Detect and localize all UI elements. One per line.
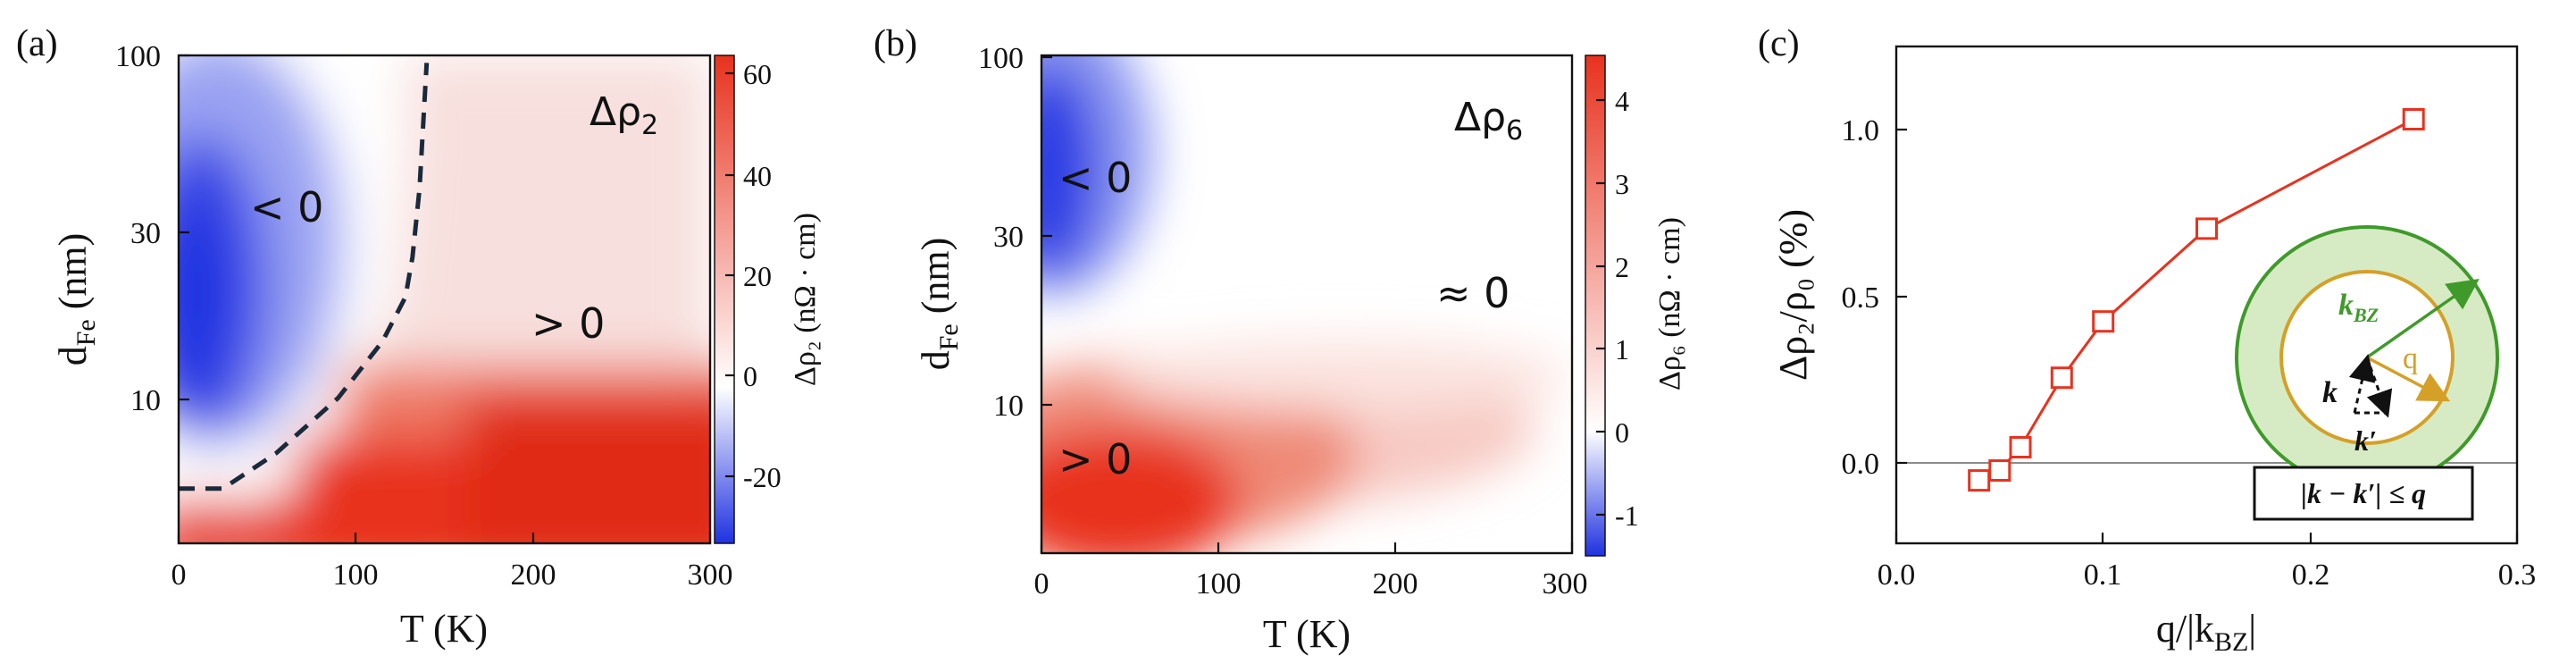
data-point-marker [1988, 459, 2011, 482]
x-tick-label: 300 [688, 559, 733, 592]
x-axis-c: 0.0 0.1 0.2 0.3 q/|kBZ| [1878, 533, 2537, 657]
colorbar-tick-label: 4 [1615, 85, 1629, 117]
y-tick-label: 0.0 [1842, 448, 1880, 481]
condition-box [2253, 466, 2474, 521]
kbz-arrow [2365, 278, 2480, 359]
panel-b: (b) < 0 ≈ 0 > 0 Δρ6 0 100 2 0 [874, 23, 1686, 656]
inset-schematic: kBZ q k k′ |k − k′| ≤ q [2235, 225, 2499, 521]
x-axis-b: 0 100 200 300 T (K) [1034, 542, 1588, 656]
y-tick-label: 0.5 [1842, 281, 1880, 315]
y-axis-a: 10 30 100 dFe (nm) [51, 40, 189, 417]
colorbar-tick-label: 0 [1615, 416, 1629, 449]
annotation-negative-a: < 0 [250, 183, 323, 231]
colorbar-tick-label: 0 [743, 360, 757, 392]
y-axis-title-c: Δρ₂/ρ₀ (%) [1771, 209, 1815, 381]
x-tick-label: 0.0 [1878, 559, 1916, 592]
x-axis-title-b: T (K) [1263, 612, 1351, 656]
x-tick-label: 0.1 [2084, 559, 2122, 592]
plot-frame-a [177, 54, 712, 545]
x-tick-label: 200 [511, 559, 556, 592]
panel-a-label: (a) [16, 23, 58, 64]
kbz-label: kBZ [2338, 289, 2379, 326]
panel-c-label: (c) [1758, 23, 1800, 64]
y-tick-label: 10 [130, 384, 161, 417]
y-axis-b: 10 30 100 dFe (nm) [914, 42, 1052, 423]
y-axis-c: 0.0 0.5 1.0 Δρ₂/ρ₀ (%) [1771, 114, 1907, 481]
data-point-marker [2050, 366, 2073, 390]
y-axis-title-b: dFe (nm) [914, 238, 964, 371]
colorbar-tick-label: 40 [743, 160, 772, 192]
x-tick-label: 0 [171, 559, 187, 592]
data-point-marker [1968, 469, 1991, 492]
x-tick-label: 200 [1373, 567, 1418, 601]
panel-c: (c) kBZ q k k′ |k − k′| ≤ q [1758, 23, 2536, 657]
y-tick-label: 30 [130, 217, 161, 250]
k-label: k [2322, 376, 2338, 409]
heatmap-a [179, 55, 710, 543]
annotation-approx-zero-b: ≈ 0 [1436, 269, 1510, 317]
x-axis-title-a: T (K) [400, 607, 488, 651]
data-point-marker [2092, 310, 2115, 333]
panel-b-label: (b) [874, 23, 917, 64]
plot-frame-b [1040, 54, 1574, 555]
boundary-contour-a [179, 63, 430, 491]
colorbar-title-a: Δρ₂ (nΩ · cm) [789, 213, 822, 386]
colorbar-tick-label: 60 [743, 58, 772, 90]
colorbar-tick-label: 1 [1615, 333, 1629, 365]
kprime-label: k′ [2354, 424, 2377, 457]
plot-frame-c [1894, 45, 2519, 545]
annotation-negative-b: < 0 [1058, 154, 1132, 202]
colorbar-tick-label: -20 [743, 461, 782, 493]
x-axis-a: 0 100 200 300 T (K) [171, 533, 733, 651]
colorbar-title-b: Δρ₆ (nΩ · cm) [1653, 217, 1686, 391]
colorbar-tick-label: 20 [743, 260, 772, 292]
data-point-marker [2195, 217, 2218, 240]
x-tick-label: 0.3 [2498, 559, 2537, 592]
x-tick-label: 100 [333, 559, 379, 592]
map-title-b: Δρ6 [1454, 95, 1523, 147]
q-label: q [2403, 342, 2418, 375]
y-tick-label: 30 [993, 221, 1024, 254]
colorbar-tick-label: 3 [1615, 168, 1629, 200]
x-axis-title-c: q/|kBZ| [2156, 607, 2256, 657]
x-tick-label: 300 [1543, 567, 1588, 601]
plot-c-data [1968, 108, 2425, 492]
y-tick-label: 10 [993, 390, 1024, 423]
y-axis-title-a: dFe (nm) [51, 233, 101, 366]
q-arrow [2366, 356, 2451, 402]
y-tick-label: 1.0 [1842, 114, 1880, 147]
y-tick-label: 100 [115, 40, 161, 73]
data-point-marker [2009, 436, 2032, 458]
x-tick-label: 0.2 [2292, 559, 2330, 592]
condition-label: |k − k′| ≤ q [2301, 477, 2426, 509]
data-point-marker [2402, 108, 2425, 130]
annotation-positive-a: > 0 [531, 299, 605, 348]
colorbar-tick-label: -1 [1615, 500, 1639, 532]
colorbar-tick-label: 2 [1615, 251, 1629, 283]
map-title-a: Δρ2 [590, 89, 658, 141]
colorbar-a: 60 40 20 0 -20 Δρ₂ (nΩ · cm) [714, 55, 822, 544]
x-tick-label: 100 [1196, 567, 1242, 601]
annotation-positive-b: > 0 [1058, 435, 1132, 483]
heatmap-b [1041, 55, 1572, 553]
colorbar-b: 4 3 2 1 0 -1 Δρ₆ (nΩ · cm) [1585, 55, 1686, 557]
y-tick-label: 100 [978, 42, 1024, 75]
x-tick-label: 0 [1034, 567, 1050, 601]
panel-a: (a) < 0 > 0 Δρ2 [16, 23, 822, 651]
